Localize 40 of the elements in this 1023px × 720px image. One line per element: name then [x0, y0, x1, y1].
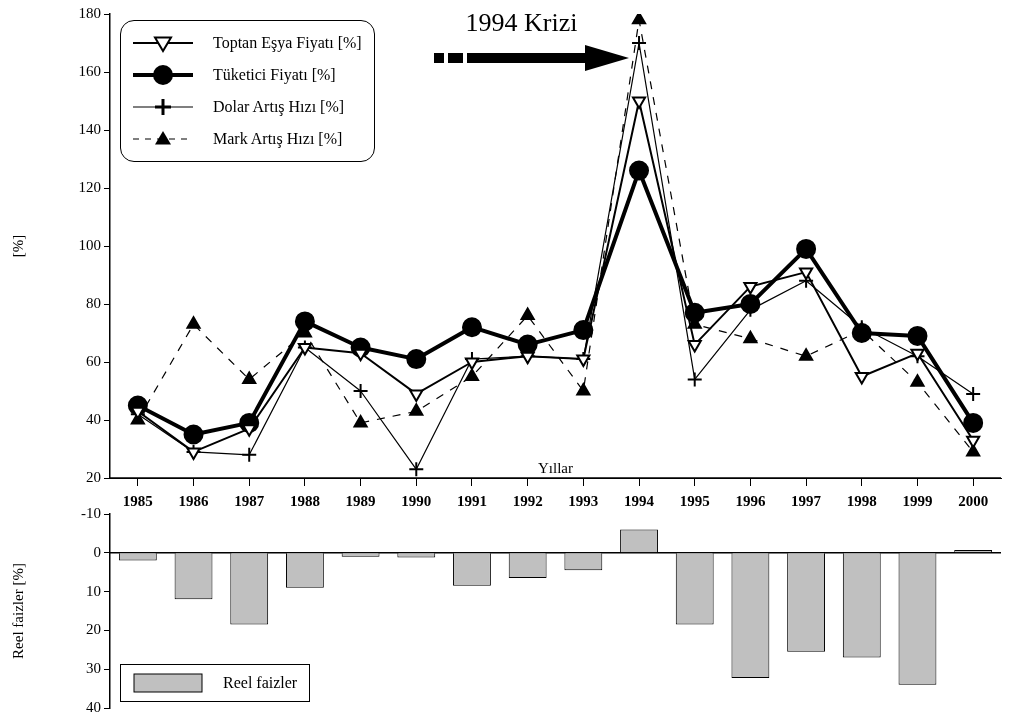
y-tick-label: 140 [78, 120, 101, 137]
y-tick-label: 20 [86, 621, 101, 638]
x-tick-label: 1994 [624, 492, 655, 509]
legend-label: Dolar Artış Hızı [%] [213, 98, 345, 116]
x-tick-label: 1999 [902, 492, 933, 509]
legend-label: Reel faizler [223, 674, 298, 692]
y-tick-label: 20 [86, 468, 101, 485]
x-tick-label: 1997 [791, 492, 822, 509]
x-tick-label: 1992 [512, 492, 543, 509]
x-tick-label: 1991 [456, 492, 487, 509]
y-tick-label: 160 [78, 62, 101, 79]
y-axis-title: [%] [9, 234, 26, 258]
x-tick-label: 1998 [846, 492, 877, 509]
x-tick-label: 1985 [122, 492, 153, 509]
x-axis-title: Yıllar [538, 460, 573, 477]
legend-label: Mark Artış Hızı [%] [213, 130, 343, 148]
y-tick-label: 80 [86, 294, 101, 311]
y-tick-label: -10 [81, 504, 101, 521]
x-tick-label: 1995 [679, 492, 710, 509]
y-tick-label: 10 [86, 582, 101, 599]
x-tick-label: 1996 [735, 492, 766, 509]
y-tick-label: 120 [78, 178, 101, 195]
legend-label: Toptan Eşya Fiyatı [%] [213, 34, 362, 52]
x-tick-label: 1987 [234, 492, 265, 509]
y-tick-label: 100 [78, 236, 101, 253]
annotation: 1994 Krizi [465, 7, 578, 37]
x-tick-label: 1990 [401, 492, 432, 509]
y-tick-label: 60 [86, 352, 101, 369]
y-tick-label: 40 [86, 698, 101, 715]
x-tick-label: 1993 [568, 492, 599, 509]
legend-label: Tüketici Fiyatı [%] [213, 66, 336, 84]
y-tick-label: 40 [86, 410, 101, 427]
x-tick-label: 1986 [178, 492, 210, 509]
y-tick-label: 0 [93, 543, 101, 560]
x-tick-label: 2000 [958, 492, 989, 509]
y-axis-title: Reel faizler [%] [9, 563, 26, 659]
y-tick-label: 30 [86, 660, 101, 677]
y-tick-label: 180 [78, 4, 101, 21]
x-tick-label: 1989 [345, 492, 376, 509]
x-tick-label: 1988 [289, 492, 320, 509]
